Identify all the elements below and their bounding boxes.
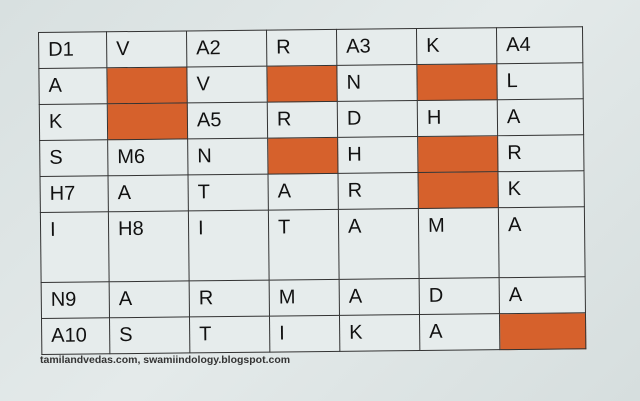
- letter-cell[interactable]: D: [337, 100, 418, 138]
- grid-row: A10 S T I K A: [41, 312, 586, 355]
- letter-cell[interactable]: A10: [41, 317, 110, 355]
- letter-cell[interactable]: H: [337, 136, 418, 174]
- crossword-grid: D1 V A2 R A3 K A4 A V N L K A5 R D H A S M6 N H R H7 A T A R K I H8 I T…: [38, 26, 586, 355]
- blocked-cell[interactable]: [416, 63, 498, 101]
- letter-cell[interactable]: H8: [108, 210, 190, 282]
- grid-row: S M6 N H R: [39, 134, 584, 177]
- letter-cell[interactable]: D1: [38, 31, 107, 69]
- letter-cell[interactable]: K: [39, 103, 108, 141]
- letter-cell[interactable]: A2: [186, 30, 267, 67]
- letter-cell[interactable]: A3: [336, 28, 417, 66]
- letter-cell[interactable]: T: [189, 316, 270, 353]
- letter-cell[interactable]: A4: [496, 26, 583, 64]
- letter-cell[interactable]: V: [186, 66, 268, 103]
- grid-row: I H8 I T A M A: [40, 206, 586, 283]
- letter-cell[interactable]: A: [108, 174, 189, 212]
- grid-row: N9 A R M A D A: [41, 276, 586, 319]
- letter-cell[interactable]: R: [337, 172, 419, 210]
- letter-cell[interactable]: A: [38, 67, 108, 105]
- letter-cell[interactable]: L: [496, 62, 584, 100]
- blocked-cell[interactable]: [266, 65, 338, 103]
- letter-cell[interactable]: R: [267, 101, 338, 139]
- letter-cell[interactable]: R: [266, 29, 337, 67]
- letter-cell[interactable]: A: [338, 208, 420, 280]
- letter-cell[interactable]: K: [339, 314, 420, 352]
- letter-cell[interactable]: D: [419, 277, 500, 315]
- letter-cell[interactable]: S: [39, 139, 109, 177]
- letter-cell[interactable]: A: [419, 313, 500, 351]
- letter-cell[interactable]: R: [497, 134, 584, 172]
- blocked-cell[interactable]: [417, 135, 498, 173]
- letter-cell[interactable]: M6: [107, 138, 189, 176]
- grid-row: D1 V A2 R A3 K A4: [38, 26, 583, 69]
- grid-row: H7 A T A R K: [40, 170, 585, 213]
- letter-cell[interactable]: M: [418, 207, 500, 279]
- letter-cell[interactable]: I: [269, 315, 340, 353]
- letter-cell[interactable]: S: [109, 316, 190, 354]
- blocked-cell[interactable]: [267, 137, 338, 175]
- letter-cell[interactable]: N: [336, 64, 418, 102]
- letter-cell[interactable]: M: [269, 279, 340, 317]
- blocked-cell[interactable]: [107, 102, 188, 140]
- letter-cell[interactable]: H7: [40, 175, 109, 213]
- letter-cell[interactable]: K: [416, 27, 497, 65]
- letter-cell[interactable]: A: [109, 280, 190, 318]
- grid-row: K A5 R D H A: [39, 98, 584, 141]
- blocked-cell[interactable]: [106, 66, 188, 104]
- letter-cell[interactable]: R: [189, 280, 270, 317]
- blocked-cell[interactable]: [499, 312, 586, 350]
- letter-cell[interactable]: N9: [41, 281, 110, 319]
- letter-cell[interactable]: K: [497, 170, 585, 208]
- letter-cell[interactable]: V: [106, 30, 187, 68]
- letter-cell[interactable]: N: [187, 138, 269, 175]
- letter-cell[interactable]: A: [499, 276, 586, 314]
- letter-cell[interactable]: T: [188, 174, 269, 211]
- letter-cell[interactable]: I: [188, 210, 270, 281]
- letter-cell[interactable]: H: [417, 99, 498, 137]
- letter-cell[interactable]: A: [339, 278, 420, 316]
- letter-cell[interactable]: A5: [187, 102, 268, 139]
- letter-cell[interactable]: T: [268, 209, 340, 281]
- letter-cell[interactable]: I: [40, 211, 110, 283]
- letter-cell[interactable]: A: [268, 173, 339, 211]
- credit-text: tamilandvedas.com, swamiindology.blogspo…: [40, 354, 291, 366]
- letter-cell[interactable]: A: [498, 206, 586, 278]
- blocked-cell[interactable]: [417, 171, 499, 209]
- letter-cell[interactable]: A: [497, 98, 584, 136]
